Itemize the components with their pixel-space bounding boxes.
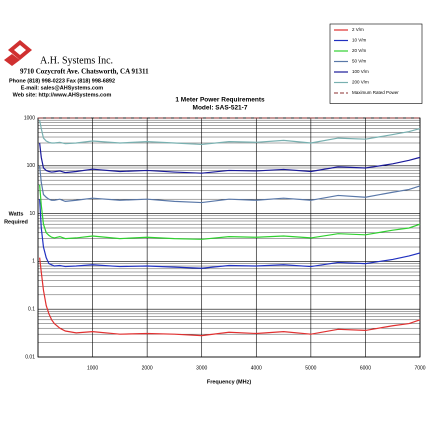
legend-label: 200 V/m — [352, 80, 369, 85]
data-line — [39, 184, 421, 240]
legend-label: 50 V/m — [352, 59, 367, 64]
email: E-mail: sales@AHSystems.com — [21, 85, 104, 91]
company-name: A.H. Systems Inc. — [40, 55, 113, 66]
legend-label: 10 V/m — [352, 38, 367, 43]
y-tick-label: 0.1 — [28, 307, 35, 313]
x-tick-label: 2000 — [142, 365, 153, 371]
legend-label: 2 V/m — [352, 27, 364, 32]
data-line — [39, 257, 421, 337]
legend-label: 100 V/m — [352, 69, 369, 74]
data-line — [39, 120, 421, 146]
plot-area — [37, 117, 421, 358]
x-axis-label: Frequency (MHz) — [207, 379, 251, 385]
y-tick-label: 1 — [32, 259, 35, 265]
chart-title: 1 Meter Power Requirements — [175, 97, 265, 104]
x-tick-label: 7000 — [414, 365, 425, 371]
y-tick-label: 1000 — [24, 115, 35, 121]
y-tick-label: 0.01 — [25, 354, 35, 360]
data-line — [39, 199, 421, 269]
phone: Phone (818) 998-0223 Fax (818) 998-6892 — [9, 78, 115, 84]
y-tick-label: 10 — [29, 211, 35, 217]
x-tick-label: 5000 — [305, 365, 316, 371]
logo — [4, 40, 32, 66]
x-tick-label: 1000 — [87, 365, 98, 371]
website: Web site: http://www.AHSystems.com — [13, 92, 112, 98]
x-tick-label: 6000 — [360, 365, 371, 371]
x-tick-label: 4000 — [251, 365, 262, 371]
x-tick-label: 3000 — [196, 365, 207, 371]
legend-label: Maximum Rated Power — [352, 90, 399, 95]
y-axis-label: Required — [4, 219, 28, 225]
data-line — [39, 165, 421, 204]
y-axis-label: Watts — [9, 211, 24, 217]
legend-box — [329, 23, 423, 104]
data-line — [39, 142, 421, 174]
chart-subtitle: Model: SAS-521-7 — [193, 105, 248, 112]
y-tick-label: 100 — [27, 163, 36, 169]
legend-label: 20 V/m — [352, 48, 367, 53]
address: 9710 Cozycroft Ave. Chatsworth, CA 91311 — [20, 68, 149, 76]
